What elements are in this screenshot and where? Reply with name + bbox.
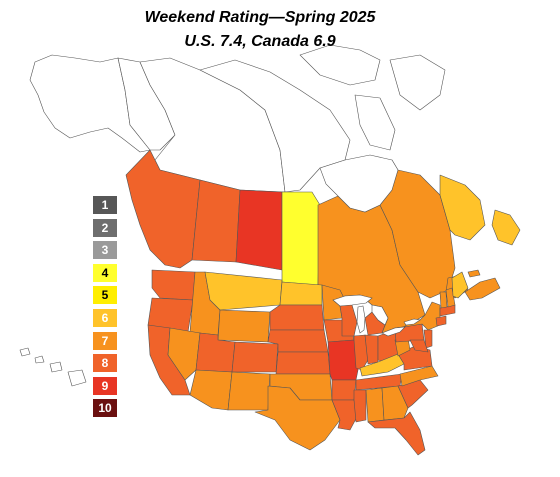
region-kansas	[275, 351, 331, 375]
region-alaska	[29, 54, 151, 153]
legend-label-8: 8	[101, 356, 109, 371]
region-newfoundland-and-labrador	[439, 174, 521, 246]
region-north-carolina	[399, 365, 439, 387]
region-wisconsin	[339, 304, 358, 337]
legend-item-1: 1	[93, 196, 117, 214]
region-north-dakota	[279, 281, 323, 306]
region-florida	[367, 411, 426, 456]
legend-item-8: 8	[93, 354, 117, 373]
legend-label-3: 3	[101, 243, 109, 258]
legend-label-4: 4	[101, 265, 109, 280]
legend-label-10: 10	[98, 401, 112, 416]
region-british-columbia	[125, 149, 201, 269]
legend-label-2: 2	[101, 220, 109, 235]
legend-label-9: 9	[101, 378, 109, 393]
legend-item-2: 2	[93, 218, 117, 237]
region-montana	[204, 271, 283, 311]
region-hawaii	[19, 347, 87, 387]
region-saskatchewan	[235, 189, 283, 271]
region-arizona	[189, 369, 233, 411]
region-new-jersey	[423, 329, 433, 349]
region-new-mexico	[227, 371, 271, 411]
legend-item-6: 6	[93, 308, 117, 327]
legend-item-4: 4	[93, 263, 117, 282]
region-maine	[451, 271, 469, 299]
map-title: Weekend Rating—Spring 2025	[144, 9, 376, 26]
lake-erie	[381, 326, 406, 337]
region-manitoba	[281, 191, 321, 286]
lake-superior	[332, 294, 373, 307]
map-subtitle: U.S. 7.4, Canada 6.9	[184, 33, 336, 50]
region-arkansas	[331, 379, 357, 401]
region-nova-scotia	[464, 277, 501, 301]
region-wyoming	[217, 309, 271, 343]
hudson-bay	[319, 154, 399, 213]
legend-label-1: 1	[101, 198, 109, 212]
region-washington	[151, 269, 196, 301]
region-prince-edward-island	[467, 269, 481, 278]
region-alberta	[191, 179, 241, 263]
legend-item-10: 10	[93, 399, 117, 418]
legend-item-9: 9	[93, 376, 117, 395]
region-south-dakota	[269, 304, 325, 331]
lake-michigan	[356, 305, 366, 334]
region-quebec	[379, 159, 456, 299]
region-georgia	[381, 385, 409, 421]
legend-item-5: 5	[93, 286, 117, 305]
legend-label-6: 6	[101, 310, 109, 325]
legend-item-3: 3	[93, 241, 117, 260]
region-maryland	[409, 339, 429, 353]
legend: 1 2 3 4 5 6 7 8 9 10	[93, 196, 117, 422]
legend-label-7: 7	[101, 333, 109, 348]
legend-label-5: 5	[101, 288, 109, 303]
region-colorado	[231, 341, 279, 373]
region-nevada	[167, 327, 201, 381]
region-texas	[254, 385, 341, 451]
region-connecticut	[435, 315, 447, 327]
region-vermont	[439, 291, 448, 309]
lake-ontario	[403, 318, 421, 326]
region-alabama	[365, 387, 385, 423]
legend-item-7: 7	[93, 331, 117, 350]
region-mississippi	[353, 389, 367, 423]
lake-huron	[371, 304, 389, 326]
